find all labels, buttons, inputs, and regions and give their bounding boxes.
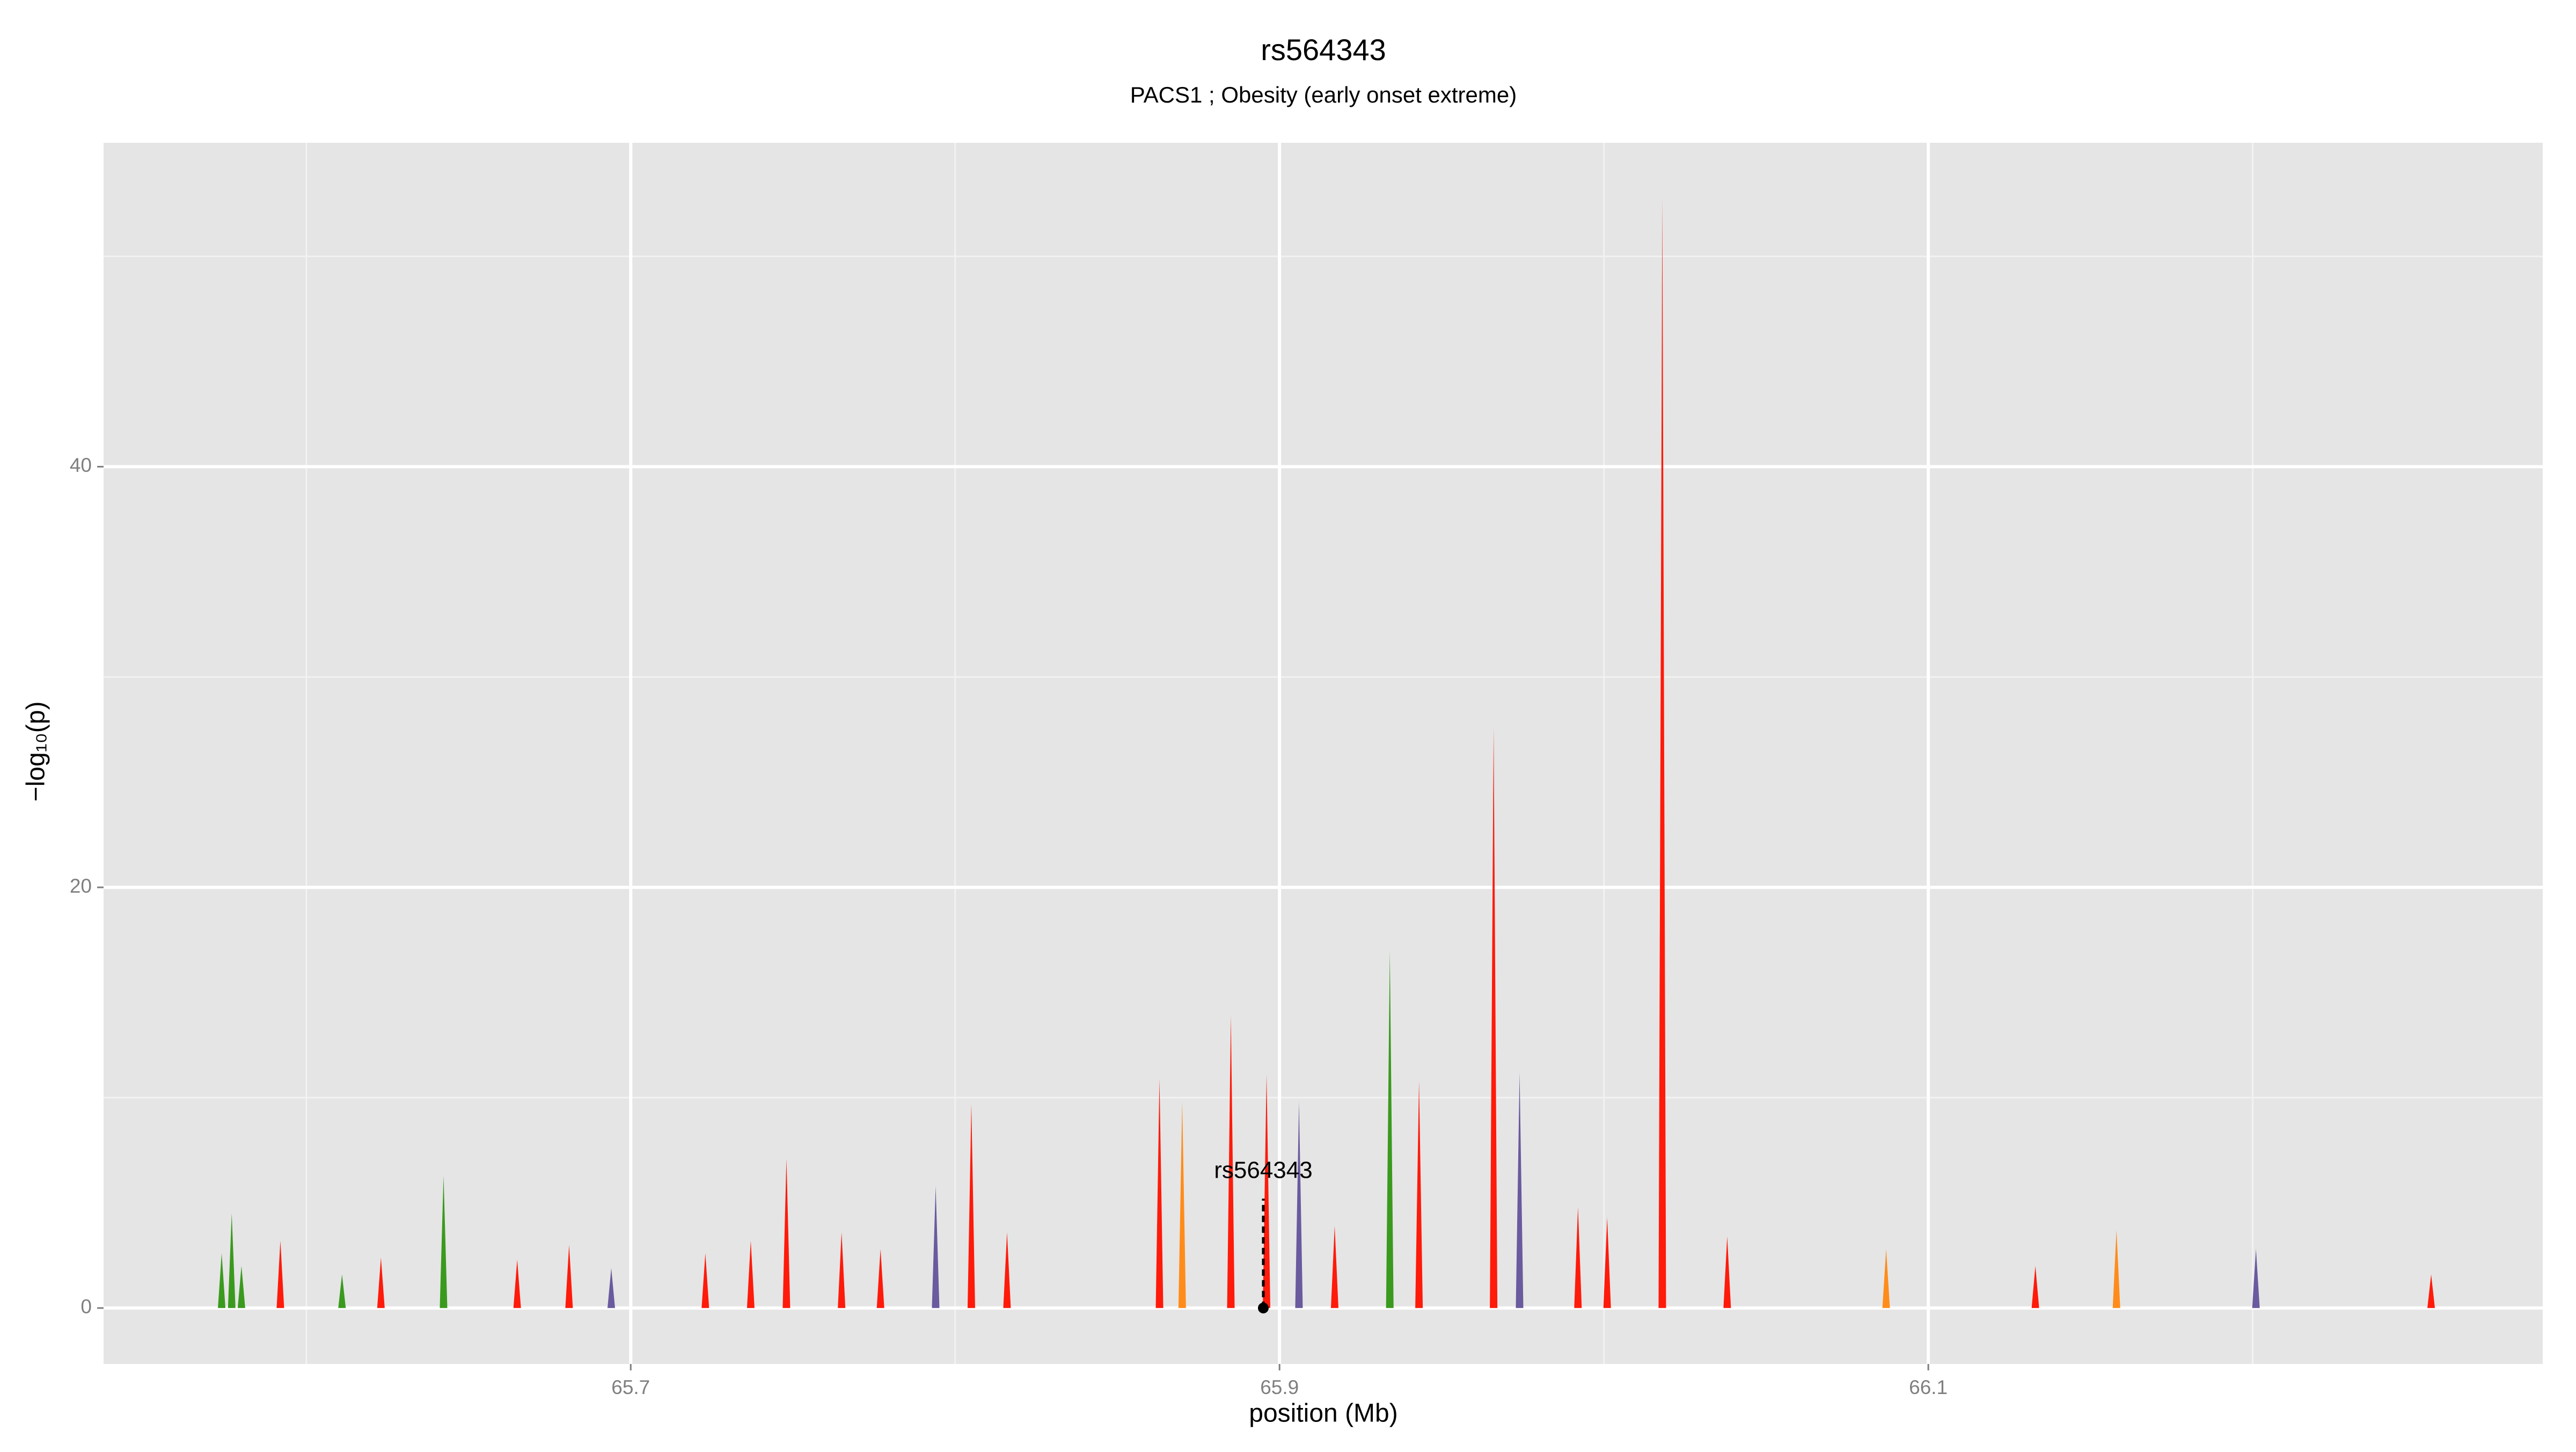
annotation-point [1257, 1302, 1269, 1314]
plot-panel [104, 143, 2543, 1364]
spike [782, 1158, 791, 1308]
spike [838, 1232, 846, 1308]
spike [1003, 1232, 1011, 1308]
x-tick-label: 65.7 [611, 1376, 650, 1398]
spike [2031, 1266, 2039, 1308]
spike [876, 1249, 884, 1308]
spike [1227, 1016, 1235, 1308]
spike [513, 1259, 521, 1308]
y-tick-label: 20 [70, 875, 92, 897]
spike [228, 1213, 236, 1308]
x-tick-label: 65.9 [1260, 1376, 1299, 1398]
chart-title: rs564343 [1261, 33, 1386, 67]
spike [338, 1274, 346, 1308]
spike [607, 1268, 615, 1308]
spike [218, 1253, 226, 1308]
spike [1263, 1074, 1271, 1308]
spike [932, 1186, 940, 1308]
y-axis-label: −log₁₀(p) [22, 702, 50, 802]
spike [1155, 1078, 1163, 1308]
y-tick-label: 0 [80, 1296, 92, 1318]
x-tick-label: 66.1 [1909, 1376, 1948, 1398]
spike [1723, 1236, 1731, 1308]
spike [2112, 1230, 2120, 1308]
spike [1603, 1217, 1611, 1308]
spike [1178, 1101, 1186, 1308]
spike [1330, 1225, 1338, 1308]
spike [1882, 1249, 1890, 1308]
spike [276, 1241, 284, 1308]
spike [1574, 1207, 1582, 1308]
annotation-label: rs564343 [1214, 1157, 1312, 1184]
spike [1295, 1101, 1303, 1308]
spike [377, 1257, 385, 1308]
y-tick-label: 40 [70, 454, 92, 476]
spike [2427, 1274, 2435, 1308]
spike [701, 1253, 709, 1308]
spike [1415, 1081, 1423, 1308]
spike [1490, 727, 1498, 1308]
chart-subtitle: PACS1 ; Obesity (early onset extreme) [1130, 82, 1517, 107]
spike [1658, 197, 1666, 1308]
spike [1516, 1072, 1524, 1308]
spike [747, 1241, 755, 1308]
x-axis-label: position (Mb) [1249, 1399, 1397, 1428]
spike [237, 1266, 245, 1308]
spike [1386, 950, 1394, 1308]
spike [967, 1104, 975, 1308]
spike [440, 1175, 448, 1308]
spike [565, 1245, 573, 1308]
spike [2252, 1249, 2260, 1308]
